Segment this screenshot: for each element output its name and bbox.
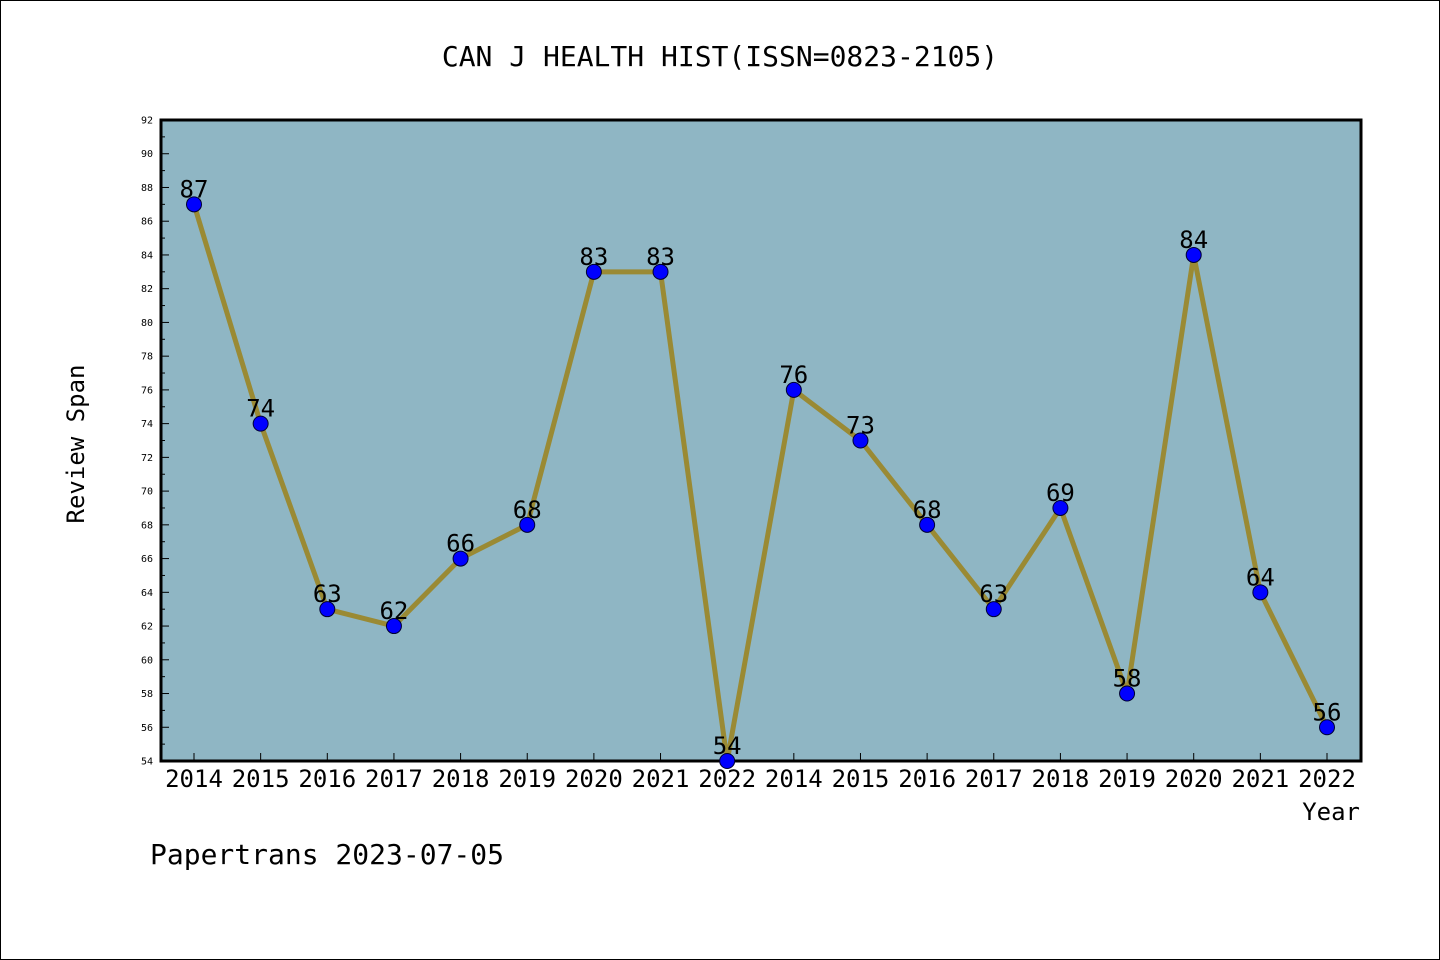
series-line xyxy=(191,203,1330,764)
data-label: 83 xyxy=(646,243,675,271)
series-line-group xyxy=(191,203,1330,764)
x-tick-label: 2019 xyxy=(498,765,556,793)
y-tick-label: 64 xyxy=(141,588,153,599)
y-tick-label: 72 xyxy=(141,453,153,464)
y-tick-label: 74 xyxy=(141,419,153,430)
x-tick-label: 2022 xyxy=(1298,765,1356,793)
x-axis-label: Year xyxy=(1302,798,1360,826)
data-point xyxy=(1185,246,1202,263)
y-tick-label: 76 xyxy=(141,385,153,396)
y-tick-label: 54 xyxy=(141,757,153,768)
data-label: 63 xyxy=(313,580,342,608)
data-point xyxy=(1052,499,1069,516)
data-label: 87 xyxy=(180,175,209,203)
x-tick-label: 2018 xyxy=(432,765,490,793)
y-tick-label: 66 xyxy=(141,554,153,565)
data-label: 54 xyxy=(713,732,742,760)
y-tick-label: 68 xyxy=(141,520,153,531)
y-tick-label: 82 xyxy=(141,284,153,295)
x-tick-label: 2017 xyxy=(965,765,1023,793)
y-tick-label: 80 xyxy=(141,318,153,329)
y-tick-label: 92 xyxy=(141,116,153,127)
x-tick-label: 2015 xyxy=(232,765,290,793)
data-label: 58 xyxy=(1113,665,1142,693)
data-points xyxy=(186,196,1335,769)
x-tick-label: 2021 xyxy=(632,765,690,793)
x-tick-label: 2017 xyxy=(365,765,423,793)
x-tick-label: 2019 xyxy=(1098,765,1156,793)
data-label: 64 xyxy=(1246,563,1275,591)
y-axis-label: Review Span xyxy=(62,365,90,524)
data-point xyxy=(519,516,536,533)
data-label: 63 xyxy=(979,580,1008,608)
chart-title: CAN J HEALTH HIST(ISSN=0823-2105) xyxy=(442,40,998,73)
data-point xyxy=(452,550,469,567)
data-label: 73 xyxy=(846,412,875,440)
data-point xyxy=(719,753,736,769)
data-point xyxy=(985,601,1002,618)
plot-area xyxy=(159,118,1363,763)
x-tick-label: 2014 xyxy=(165,765,223,793)
data-label: 56 xyxy=(1313,698,1342,726)
y-tick-label: 56 xyxy=(141,723,153,734)
x-tick-label: 2020 xyxy=(1165,765,1223,793)
x-tick-label: 2021 xyxy=(1231,765,1289,793)
data-point xyxy=(1252,584,1269,601)
data-point xyxy=(919,516,936,533)
y-tick-label: 84 xyxy=(141,250,153,261)
x-axis-ticks: 2014 2015 2016 2017 2018 2019 2020 2021 2022 2014… xyxy=(165,753,1356,793)
x-tick-label: 2016 xyxy=(298,765,356,793)
y-tick-label: 90 xyxy=(141,149,153,160)
data-point xyxy=(652,263,669,280)
y-tick-label: 58 xyxy=(141,689,153,700)
data-point xyxy=(385,618,402,635)
y-axis-ticks: 54 56 58 60 62 64 66 68 70 72 74 76 78 80 82 84 86 88 90 92 xyxy=(141,116,169,768)
data-point xyxy=(319,601,336,618)
y-tick-label: 88 xyxy=(141,183,153,194)
data-point xyxy=(1119,685,1136,702)
x-tick-label: 2018 xyxy=(1032,765,1090,793)
x-tick-label: 2016 xyxy=(898,765,956,793)
y-tick-label: 86 xyxy=(141,217,153,228)
data-point xyxy=(785,381,802,398)
x-tick-label: 2020 xyxy=(565,765,623,793)
data-label: 84 xyxy=(1179,226,1208,254)
data-point xyxy=(1319,719,1335,736)
data-point xyxy=(585,263,602,280)
data-label: 74 xyxy=(246,395,275,423)
x-tick-label: 2022 xyxy=(698,765,756,793)
x-tick-label: 2015 xyxy=(832,765,890,793)
data-point xyxy=(852,432,869,449)
data-label: 83 xyxy=(579,243,608,271)
data-label: 68 xyxy=(913,496,942,524)
y-tick-label: 62 xyxy=(141,622,153,633)
data-label: 68 xyxy=(513,496,542,524)
data-label: 76 xyxy=(779,361,808,389)
x-tick-label: 2014 xyxy=(765,765,823,793)
y-tick-label: 78 xyxy=(141,352,153,363)
footer-text: Papertrans 2023-07-05 xyxy=(150,838,504,871)
data-point xyxy=(186,196,202,213)
data-label: 69 xyxy=(1046,479,1075,507)
data-label: 66 xyxy=(446,530,475,558)
data-point xyxy=(252,415,269,432)
data-labels: 87 74 63 62 66 68 83 83 54 76 73 68 63 69 58 84 64 56 xyxy=(180,175,1342,760)
data-label: 62 xyxy=(379,597,408,625)
y-tick-label: 60 xyxy=(141,655,153,666)
y-tick-label: 70 xyxy=(141,487,153,498)
